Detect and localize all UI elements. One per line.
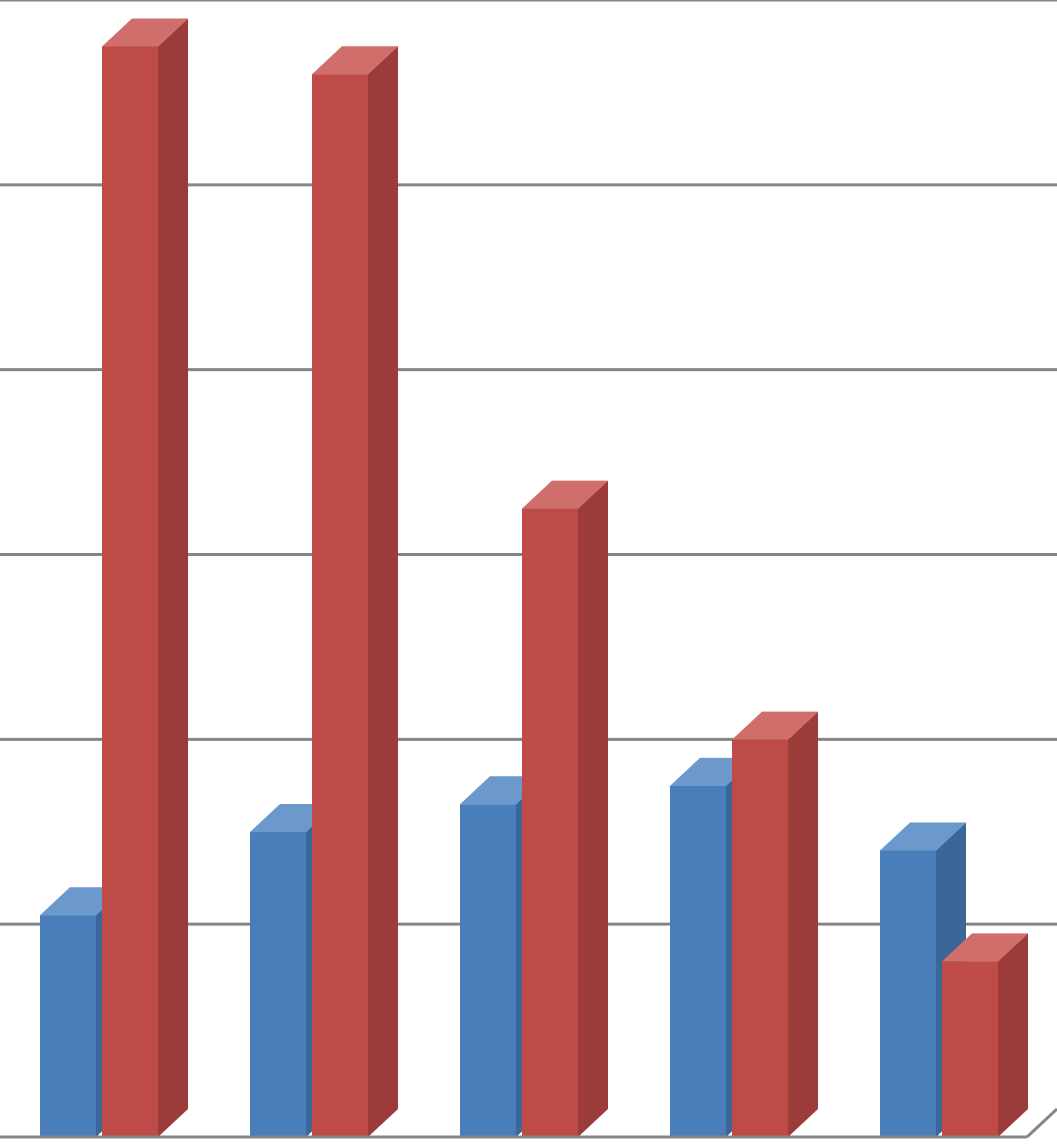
bar-front	[40, 915, 96, 1137]
grouped-3d-bar-chart	[0, 0, 1057, 1145]
bar-side	[368, 46, 398, 1137]
bar-front	[460, 804, 516, 1137]
bar-front	[250, 832, 306, 1137]
bar	[522, 481, 608, 1137]
bar-front	[880, 851, 936, 1137]
bar-side	[998, 933, 1028, 1137]
bar-front	[312, 74, 368, 1137]
bar	[312, 46, 398, 1137]
bar-front	[670, 786, 726, 1137]
bar-side	[788, 712, 818, 1137]
bar-front	[102, 46, 158, 1137]
bar	[942, 933, 1028, 1137]
bar-side	[158, 18, 188, 1137]
bar	[732, 712, 818, 1137]
bar-front	[942, 961, 998, 1137]
bar	[102, 18, 188, 1137]
bar-front	[522, 509, 578, 1137]
bar-side	[578, 481, 608, 1137]
bar-front	[732, 740, 788, 1137]
baseline-depth	[1027, 1109, 1057, 1137]
